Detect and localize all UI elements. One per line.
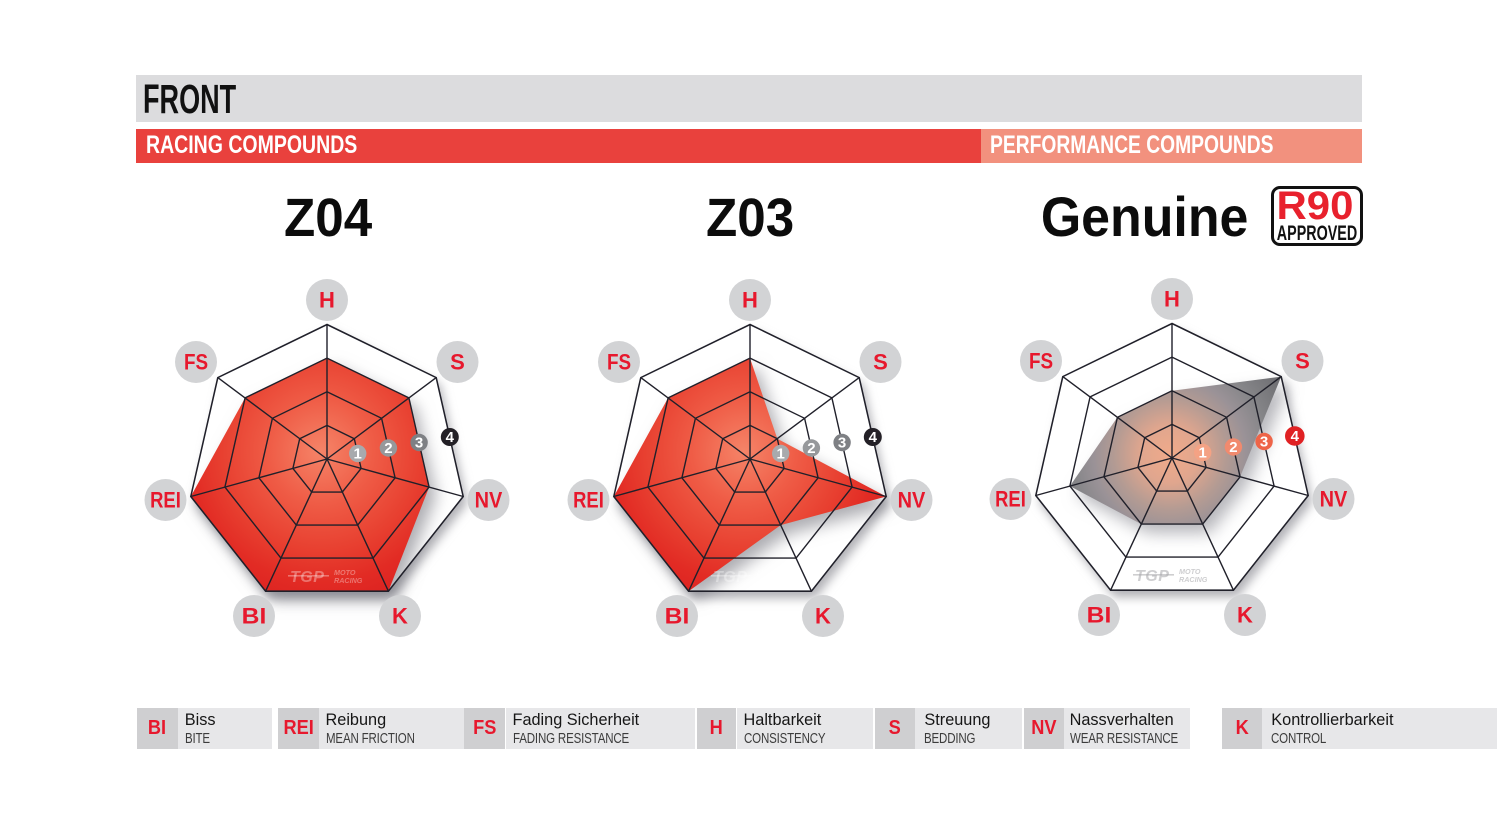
svg-text:K: K [1237,603,1253,628]
svg-text:RACING: RACING [757,576,786,585]
svg-text:MOTO: MOTO [757,568,779,577]
svg-text:FS: FS [1029,349,1053,374]
svg-text:TGP: TGP [1135,568,1169,585]
svg-text:RACING: RACING [334,576,363,585]
svg-text:3: 3 [415,435,423,452]
svg-text:REI: REI [573,488,604,513]
svg-text:S: S [873,350,888,375]
svg-text:2: 2 [1229,439,1237,456]
svg-text:S: S [1295,349,1310,374]
svg-text:2: 2 [384,440,392,457]
svg-text:TGP: TGP [713,569,747,586]
svg-text:BI: BI [1087,603,1112,628]
svg-text:1: 1 [777,446,785,463]
svg-text:4: 4 [446,429,455,446]
svg-text:1: 1 [1199,445,1207,462]
svg-text:1: 1 [354,446,362,463]
svg-text:3: 3 [838,435,846,452]
svg-text:REI: REI [150,488,181,513]
svg-text:REI: REI [995,487,1026,512]
svg-text:2: 2 [807,440,815,457]
svg-text:NV: NV [1320,487,1348,512]
svg-text:MOTO: MOTO [334,568,356,577]
svg-text:H: H [1164,287,1180,312]
svg-text:MOTO: MOTO [1179,567,1201,576]
svg-text:K: K [392,604,408,629]
svg-text:BI: BI [665,604,690,629]
svg-text:NV: NV [475,488,503,513]
svg-text:S: S [450,350,465,375]
svg-text:FS: FS [607,350,631,375]
svg-text:K: K [815,604,831,629]
svg-text:BI: BI [242,604,267,629]
svg-text:NV: NV [898,488,926,513]
svg-text:FS: FS [184,350,208,375]
svg-text:H: H [319,288,335,313]
svg-text:RACING: RACING [1179,575,1208,584]
svg-text:3: 3 [1260,434,1268,451]
svg-text:4: 4 [869,429,878,446]
svg-text:4: 4 [1291,428,1300,445]
svg-text:TGP: TGP [290,569,324,586]
svg-text:H: H [742,288,758,313]
